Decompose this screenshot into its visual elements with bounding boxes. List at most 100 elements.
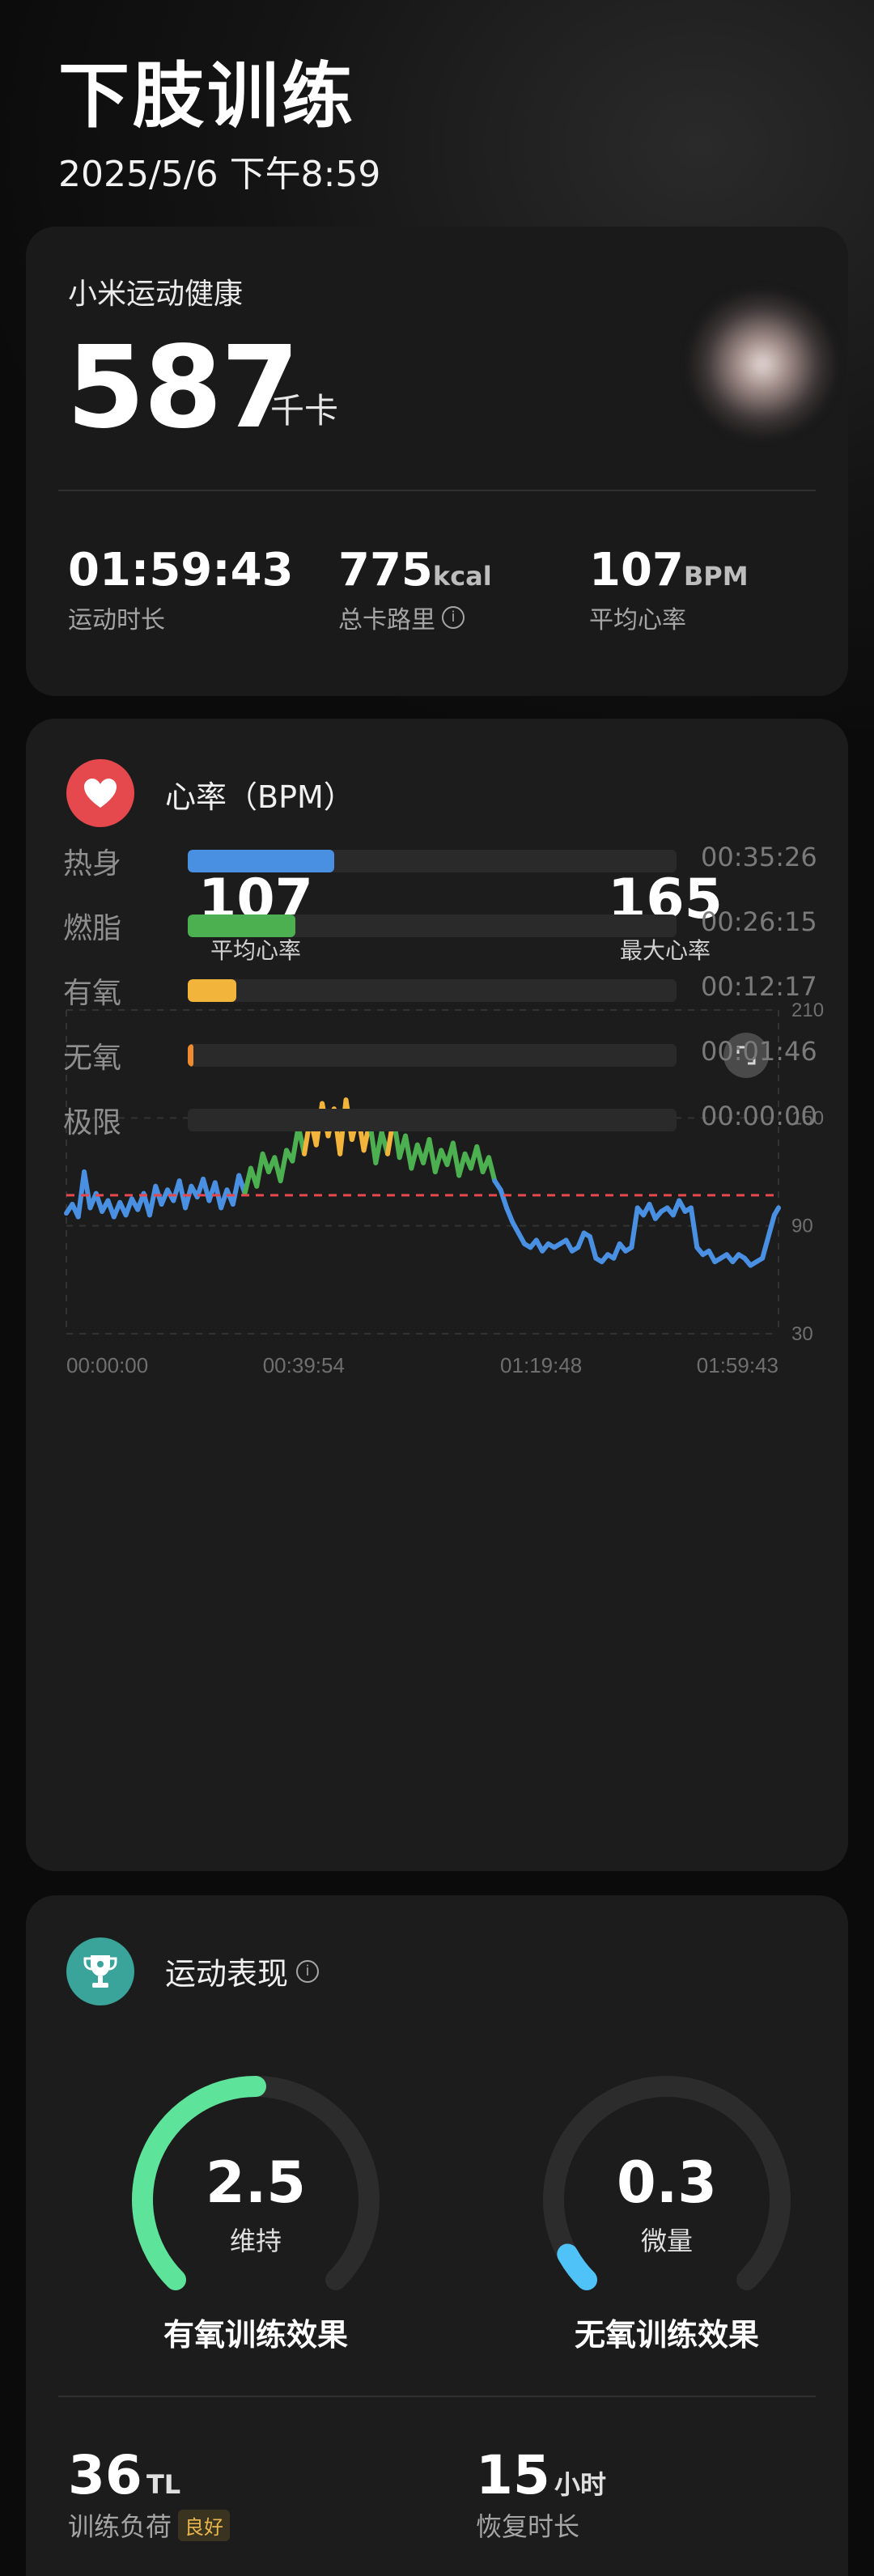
zone-bar-fill — [188, 850, 335, 872]
page-header: 下肢训练 2025/5/6 下午8:59 — [58, 39, 380, 197]
aerobic-level: 维持 — [229, 2226, 282, 2256]
heart-rate-chart[interactable]: 210 150 90 30 00:00:00 00:39:54 01:19:48 01:59:… — [26, 994, 848, 1382]
performance-title: 运动表现 — [165, 1956, 289, 1992]
x-tick-label: 01:59:43 — [697, 1353, 779, 1377]
zone-name: 无氧 — [63, 1042, 122, 1075]
source-app-label: 小米运动健康 — [68, 278, 244, 311]
hr-line-segment — [587, 1234, 599, 1261]
avg-heart-rate-label: 平均心率 — [210, 937, 301, 964]
duration-label: 运动时长 — [68, 606, 165, 634]
y-tick-label: 210 — [791, 999, 824, 1021]
x-tick-label: 01:19:48 — [500, 1353, 582, 1377]
x-tick-label: 00:00:00 — [66, 1353, 148, 1377]
gauge-fill — [557, 2243, 598, 2290]
training-load-unit: TL — [146, 2469, 181, 2500]
avg-hr-label: 平均心率 — [589, 606, 686, 634]
anaerobic-value: 0.3 — [616, 2149, 717, 2216]
hr-line-segment — [766, 1212, 777, 1239]
y-tick-label: 30 — [791, 1323, 813, 1345]
anaerobic-gauge[interactable]: 0.3 微量 — [537, 2070, 796, 2329]
zone-bar-fill — [188, 915, 295, 937]
info-icon[interactable]: i — [296, 1959, 320, 1983]
zone-time: 00:35:26 — [701, 842, 817, 872]
heart-rate-card: 心率（BPM） 107 平均心率 165 最大心率 210 150 90 30 00:0… — [26, 719, 848, 1871]
hr-line-segment — [688, 1205, 700, 1250]
zone-name: 燃脂 — [63, 912, 122, 945]
zone-bar-fill — [188, 979, 237, 1002]
zone-name: 热身 — [63, 847, 122, 881]
hr-line-segment — [146, 1183, 159, 1218]
avg-hr-unit: BPM — [683, 561, 749, 592]
anaerobic-title: 无氧训练效果 — [574, 2317, 759, 2353]
hr-line-segment — [82, 1169, 93, 1211]
zone-bar-track — [188, 1109, 677, 1131]
training-load-value: 36 — [68, 2444, 142, 2506]
zone-bar-track — [188, 979, 677, 1002]
hr-line-segment — [254, 1151, 265, 1189]
hr-line-segment — [486, 1155, 498, 1184]
summary-card: 小米运动健康 587 千卡 01:59:43 运动时长 775kcal 总卡路里… — [26, 227, 848, 696]
avatar — [689, 291, 835, 437]
gauge-fill — [132, 2076, 266, 2290]
aerobic-value: 2.5 — [205, 2149, 306, 2216]
zone-time: 00:26:15 — [701, 906, 817, 937]
expand-icon[interactable] — [723, 1033, 769, 1078]
hr-line-segment — [278, 1148, 290, 1184]
recovery-time: 15 小时 恢复时长 — [476, 2444, 606, 2544]
performance-card: 运动表现 i 2.5 维持 有氧训练效果 0.3 微量 无氧训练效果 36 TL… — [26, 1895, 848, 2576]
hr-line-segment — [474, 1144, 486, 1174]
total-calories-unit: kcal — [432, 561, 492, 592]
y-tick-label: 90 — [791, 1216, 813, 1237]
aerobic-title: 有氧训练效果 — [163, 2317, 348, 2353]
training-load: 36 TL 训练负荷 良好 — [68, 2444, 231, 2544]
status-badge: 良好 — [178, 2509, 231, 2541]
y-tick-label: 150 — [791, 1107, 824, 1129]
zone-time: 00:01:46 — [701, 1036, 817, 1067]
hr-line-segment — [183, 1183, 194, 1211]
max-heart-rate-label: 最大心率 — [619, 937, 711, 964]
anaerobic-gauge-arc — [543, 2076, 791, 2290]
trophy-icon — [66, 1937, 134, 2005]
zone-row: 燃脂 00:26:15 — [63, 902, 824, 945]
hr-line-segment — [629, 1205, 640, 1250]
divider — [58, 2396, 816, 2397]
training-load-label: 训练负荷 — [68, 2511, 172, 2542]
aerobic-gauge-arc — [132, 2076, 380, 2290]
stat-duration: 01:59:43 运动时长 — [68, 544, 294, 635]
anaerobic-level: 微量 — [640, 2226, 693, 2256]
stat-total-calories[interactable]: 775kcal 总卡路里 i — [338, 544, 492, 635]
zone-row: 无氧 00:01:46 — [63, 1031, 824, 1075]
active-calories-value: 587 — [66, 322, 299, 454]
hr-line-segment — [498, 1187, 510, 1211]
hr-line-segment — [230, 1173, 242, 1207]
aerobic-gauge[interactable]: 2.5 维持 — [126, 2070, 385, 2329]
zone-name: 有氧 — [63, 977, 122, 1010]
info-icon[interactable]: i — [442, 606, 465, 629]
total-calories-value: 775 — [338, 544, 433, 596]
workout-datetime: 2025/5/6 下午8:59 — [58, 154, 381, 195]
zone-bar-fill — [188, 1044, 194, 1067]
heart-rate-chart-svg: 210 150 90 30 00:00:00 00:39:54 01:19:48 01:59:… — [64, 999, 824, 1377]
zone-bar-track — [188, 850, 677, 872]
page-title: 下肢训练 — [58, 54, 357, 138]
zone-row: 有氧 00:12:17 — [63, 966, 824, 1010]
zone-bar-track — [188, 1044, 677, 1067]
avg-hr-value: 107 — [589, 544, 684, 596]
zone-name: 极限 — [63, 1106, 122, 1139]
duration-value: 01:59:43 — [68, 544, 294, 596]
divider — [58, 490, 816, 491]
recovery-value: 15 — [476, 2444, 550, 2506]
performance-title-row: 运动表现 i — [165, 1949, 320, 1993]
recovery-unit: 小时 — [554, 2469, 606, 2500]
zone-time: 00:00:00 — [701, 1101, 817, 1131]
heart-rate-title: 心率（BPM） — [165, 779, 354, 815]
x-tick-label: 00:39:54 — [263, 1353, 345, 1377]
stat-avg-hr: 107BPM 平均心率 — [589, 544, 749, 635]
active-calories-unit: 千卡 — [270, 391, 339, 431]
zone-row: 热身 00:35:26 — [63, 837, 824, 881]
hr-line-segment — [760, 1234, 771, 1261]
zone-bar-track — [188, 915, 677, 937]
gauge-track — [543, 2076, 791, 2290]
hr-line-segment — [504, 1205, 515, 1225]
zone-time: 00:12:17 — [701, 971, 817, 1002]
